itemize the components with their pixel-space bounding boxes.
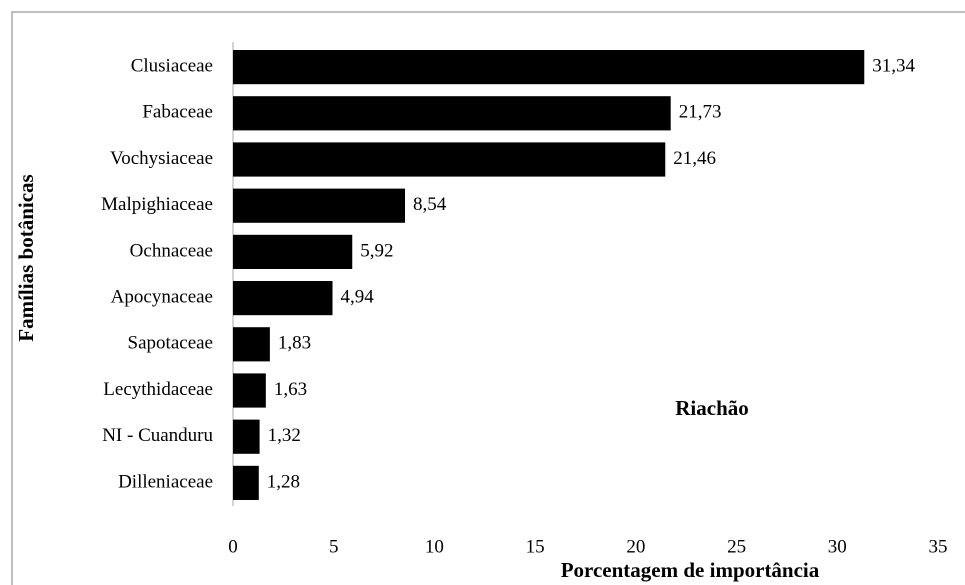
value-label: 8,54	[413, 194, 447, 215]
value-label: 1,32	[268, 425, 301, 446]
y-tick-label: Clusiaceae	[131, 55, 213, 76]
bar	[233, 281, 333, 316]
bar	[233, 327, 270, 362]
x-tick-label: 0	[228, 536, 238, 557]
x-axis-title: Porcentagem de importância	[561, 558, 820, 582]
y-tick-label: Dilleniaceae	[118, 471, 213, 492]
annotation: Riachão	[675, 396, 749, 420]
y-tick-label: NI - Cuanduru	[102, 425, 213, 446]
y-tick-label: Lecythidaceae	[103, 379, 213, 400]
value-label: 4,94	[341, 286, 375, 307]
bar	[233, 465, 259, 500]
x-tick-label: 15	[526, 536, 545, 557]
bar	[233, 373, 266, 408]
y-axis-title: Famílias botânicas	[14, 174, 38, 341]
y-tick-label: Apocynaceae	[111, 286, 213, 307]
x-tick-label: 10	[425, 536, 444, 557]
y-tick-label: Vochysiaceae	[110, 148, 213, 169]
bar	[233, 96, 671, 131]
bar	[233, 234, 353, 269]
bar	[233, 142, 666, 177]
value-label: 1,63	[274, 379, 307, 400]
bar	[233, 188, 406, 223]
frame	[11, 11, 965, 585]
x-tick-label: 30	[828, 536, 847, 557]
value-label: 21,46	[673, 148, 716, 169]
value-label: 5,92	[360, 240, 393, 261]
y-tick-label: Fabaceae	[142, 102, 213, 123]
x-tick-label: 20	[626, 536, 645, 557]
x-tick-label: 35	[929, 536, 948, 557]
x-tick-label: 25	[727, 536, 746, 557]
x-tick-label: 5	[329, 536, 339, 557]
y-tick-label: Sapotaceae	[128, 333, 213, 354]
value-label: 1,28	[267, 471, 300, 492]
bar	[233, 50, 865, 85]
value-label: 21,73	[679, 102, 722, 123]
y-tick-label: Malpighiaceae	[101, 194, 213, 215]
bar	[233, 419, 260, 454]
y-tick-label: Ochnaceae	[130, 240, 213, 261]
value-label: 1,83	[278, 333, 311, 354]
value-label: 31,34	[872, 55, 915, 76]
